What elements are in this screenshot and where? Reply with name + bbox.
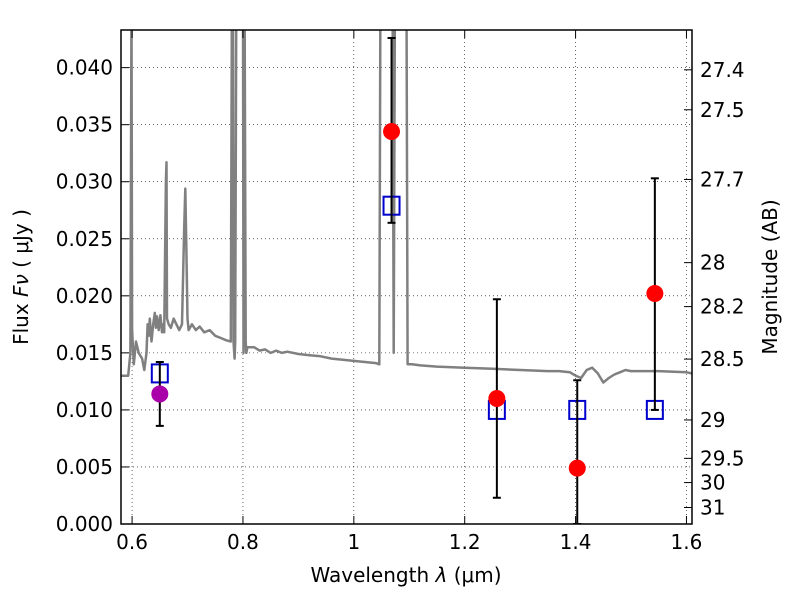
y-tick-label: 0.020 <box>56 284 113 308</box>
y-tick-label: 0.000 <box>56 512 113 536</box>
observed-marker <box>646 285 664 303</box>
x-tick-label: 0.6 <box>116 530 148 554</box>
x-axis-title: Wavelength λ (μm) <box>310 563 501 587</box>
y-axis-title: Flux Fν ( μJy ) <box>9 209 33 345</box>
x-tick-label: 1.6 <box>671 530 703 554</box>
mag-tick-label: 28 <box>700 251 725 275</box>
x-tick-label: 0.8 <box>227 530 259 554</box>
x-tick-label: 1 <box>347 530 360 554</box>
y-tick-label: 0.015 <box>56 341 113 365</box>
mag-tick-label: 29.5 <box>700 446 745 470</box>
plot-frame <box>120 29 693 525</box>
mag-tick-label: 30 <box>700 471 725 495</box>
x-tick-label: 1.2 <box>449 530 481 554</box>
spectrum-line <box>121 30 692 384</box>
mag-tick-label: 28.5 <box>700 347 745 371</box>
y-tick-label: 0.025 <box>56 227 113 251</box>
mag-tick-label: 27.4 <box>700 58 745 82</box>
y-tick-label: 0.035 <box>56 113 113 137</box>
axes: 0.6 0.8 1 1.2 1.4 1.6 0.000 0.005 0.010 0.015 0.02… <box>56 30 745 554</box>
mag-tick-label: 27.5 <box>700 98 745 122</box>
y-tick-label: 0.040 <box>56 56 113 80</box>
x-tick-label: 1.4 <box>560 530 592 554</box>
y-tick-label: 0.030 <box>56 170 113 194</box>
mag-tick-label: 31 <box>700 496 725 520</box>
spectrum-layer <box>121 30 692 384</box>
mag-tick-label: 29 <box>700 408 725 432</box>
observed-marker <box>568 459 586 477</box>
observed-marker <box>488 390 506 408</box>
y-tick-label: 0.010 <box>56 398 113 422</box>
observed-alt-marker <box>151 385 169 403</box>
y2-axis-title: Magnitude (AB) <box>758 199 782 354</box>
mag-tick-label: 28.2 <box>700 295 745 319</box>
points-layer <box>150 36 664 524</box>
y-tick-label: 0.005 <box>56 455 113 479</box>
observed-marker <box>383 123 401 141</box>
mag-tick-label: 27.7 <box>700 167 745 191</box>
